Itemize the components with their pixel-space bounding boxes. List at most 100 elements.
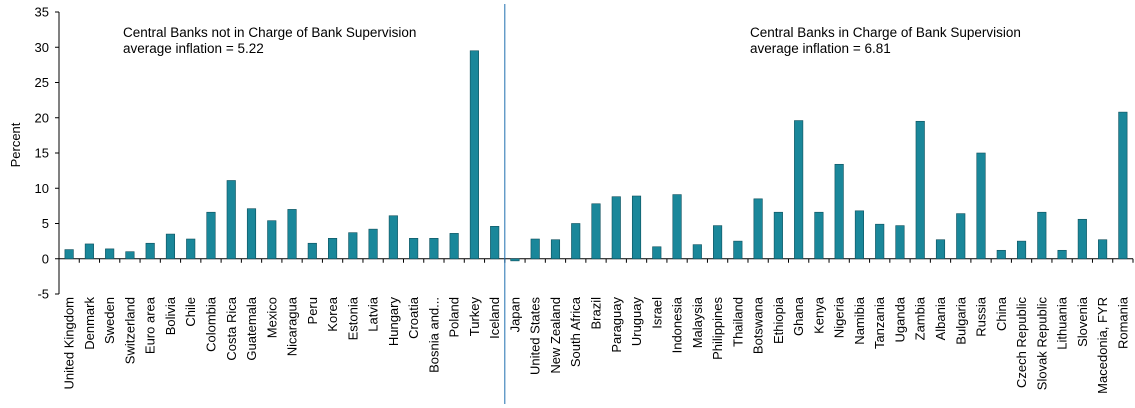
y-tick-label: 0 (42, 251, 49, 266)
category-label: Slovak Republic (1034, 297, 1049, 391)
bar (733, 240, 743, 260)
category-label: Latvia (366, 296, 381, 331)
bar (713, 225, 723, 260)
category-label: Sweden (102, 297, 117, 344)
annotation-right: Central Banks in Charge of Bank Supervis… (750, 25, 1021, 56)
bar (125, 251, 135, 260)
bar (469, 50, 479, 260)
bar (307, 242, 317, 260)
category-label: Thailand (730, 297, 745, 347)
bar (490, 226, 500, 260)
chart-bars (64, 50, 1128, 262)
bar (1077, 218, 1087, 260)
bar (287, 209, 297, 260)
bar (976, 152, 986, 260)
category-label: Peru (305, 297, 320, 324)
category-label: United Kingdom (62, 297, 77, 390)
bar (773, 211, 783, 260)
bar (226, 180, 236, 260)
bar (267, 220, 277, 260)
annotation-left: Central Banks not in Charge of Bank Supe… (123, 25, 416, 56)
category-label: China (994, 296, 1009, 331)
category-label: Bolivia (163, 296, 178, 335)
bar (854, 210, 864, 260)
category-label: Uruguay (629, 297, 644, 347)
category-label: Tanzania (872, 296, 887, 349)
category-label: Slovenia (1075, 296, 1090, 347)
category-label: Malaysia (690, 296, 705, 348)
category-label: Estonia (345, 296, 360, 340)
category-label: South Africa (568, 296, 583, 367)
bar (368, 228, 378, 260)
bar (449, 233, 459, 260)
category-label: Nicaragua (285, 296, 300, 356)
category-label: Nigeria (832, 296, 847, 338)
chart-axes: -5 0 5 10 15 20 25 30 35 (35, 4, 1134, 404)
y-axis-label: Percent (8, 122, 23, 167)
category-label: Brazil (589, 297, 604, 330)
category-label: Korea (325, 296, 340, 331)
category-label: Kenya (811, 296, 826, 334)
bar (935, 239, 946, 260)
y-tick-label: 20 (35, 110, 49, 125)
category-label: Bosnia and... (426, 297, 441, 373)
bar (530, 238, 540, 260)
bar (652, 246, 662, 260)
category-label: Poland (447, 297, 462, 337)
y-tick-label: 30 (35, 40, 49, 55)
category-label: Bulgaria (953, 296, 968, 344)
bar (429, 238, 439, 260)
bar (915, 120, 925, 260)
bar (794, 120, 804, 260)
bar (611, 196, 621, 260)
bar (753, 198, 763, 260)
category-label: Ghana (791, 296, 806, 336)
category-label: Euro area (143, 296, 158, 354)
y-tick-label: 25 (35, 75, 49, 90)
bar (1098, 239, 1108, 260)
bar (591, 203, 601, 260)
bar (510, 258, 520, 262)
bar (996, 249, 1006, 260)
y-tick-label: 15 (35, 146, 49, 161)
chart-annotations: Central Banks not in Charge of Bank Supe… (123, 25, 1021, 56)
y-tick-label: 5 (42, 216, 49, 231)
category-label: Turkey (467, 297, 482, 337)
category-label: Guatemala (244, 296, 259, 360)
bar (105, 248, 115, 260)
category-label: Romania (1115, 296, 1130, 349)
category-label: Japan (507, 297, 522, 332)
bar (672, 194, 682, 260)
y-tick-label: 35 (35, 5, 49, 20)
y-tick-label: -5 (37, 287, 49, 302)
bar (814, 211, 824, 260)
category-label: Costa Rica (224, 296, 239, 360)
bar (1118, 111, 1128, 260)
category-label: Switzerland (122, 297, 137, 364)
bar (571, 223, 581, 260)
category-label: Croatia (406, 296, 421, 339)
bar (409, 238, 419, 260)
bar (1016, 240, 1027, 260)
category-label: Zambia (913, 296, 928, 340)
category-label: Paraguay (609, 297, 624, 353)
bar (165, 233, 176, 260)
category-label: Albania (933, 296, 948, 340)
bar (895, 225, 905, 260)
category-label: Namibia (852, 296, 867, 344)
bar (631, 195, 642, 260)
bar (348, 232, 358, 260)
category-label: Russia (974, 296, 989, 337)
bar (692, 244, 702, 260)
category-label: New Zealand (548, 297, 563, 374)
category-label: Botswana (751, 296, 766, 354)
category-label: Chile (183, 297, 198, 327)
bar (1037, 211, 1047, 260)
category-label: Uganda (892, 296, 907, 342)
bar (834, 163, 844, 260)
category-label: Macedonia, FYR (1095, 297, 1110, 394)
y-tick-label: 10 (35, 181, 49, 196)
category-label: Ethiopia (771, 296, 786, 344)
category-label: Indonesia (670, 296, 685, 353)
category-label: Lithuania (1055, 296, 1070, 350)
